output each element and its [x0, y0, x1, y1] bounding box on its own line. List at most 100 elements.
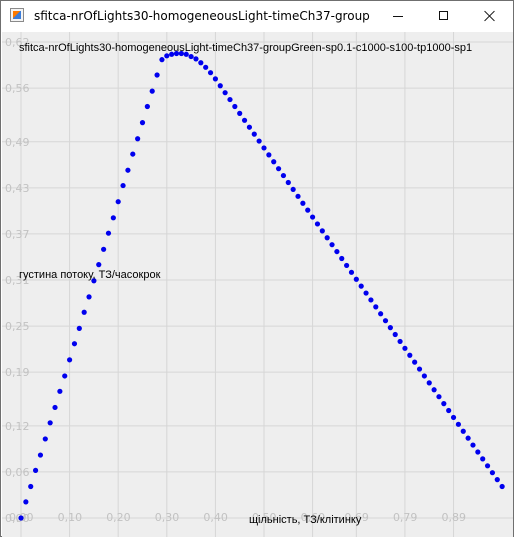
- x-tick-label: 0,20: [106, 511, 131, 524]
- data-point: [67, 357, 73, 363]
- data-point: [193, 56, 199, 62]
- y-tick-label: 0,43: [5, 182, 30, 195]
- y-axis-label: густина потоку, ТЗ/часокрок: [19, 269, 161, 281]
- data-point: [402, 345, 408, 351]
- data-point: [32, 467, 39, 473]
- data-point: [339, 255, 345, 262]
- data-point: [18, 515, 24, 521]
- x-tick-label: 0,69: [344, 511, 369, 524]
- minimize-button[interactable]: [375, 1, 421, 32]
- data-point: [358, 283, 364, 289]
- data-point: [256, 138, 262, 144]
- data-point: [480, 456, 486, 462]
- data-point: [52, 404, 58, 411]
- data-point: [324, 235, 330, 241]
- data-point: [241, 117, 248, 123]
- data-point: [120, 182, 126, 189]
- data-point: [489, 470, 496, 476]
- data-point: [71, 341, 78, 347]
- data-point: [96, 262, 102, 268]
- data-point: [329, 242, 335, 248]
- data-point: [164, 53, 170, 59]
- data-point: [460, 428, 466, 434]
- data-point: [76, 325, 82, 331]
- y-tick-labels: 0,00 0,06 0,12 0,19 0,25 0,31 0,37 0,43 0,49 0,56…: [5, 36, 30, 525]
- data-point: [470, 442, 476, 448]
- data-point: [334, 248, 340, 255]
- data-point: [373, 304, 379, 310]
- data-point: [47, 420, 53, 426]
- chart-panel: 0,00 0,06 0,12 0,19 0,25 0,31 0,37 0,43 0,49 0,56…: [2, 32, 513, 537]
- close-button[interactable]: [467, 1, 513, 32]
- data-point: [426, 380, 432, 386]
- data-point: [28, 483, 34, 490]
- data-point: [139, 120, 146, 126]
- y-tick-label: 0,06: [5, 466, 30, 479]
- data-point: [125, 167, 131, 173]
- data-point: [246, 124, 253, 130]
- data-point: [300, 200, 306, 206]
- data-point: [412, 359, 418, 365]
- data-point: [305, 207, 311, 213]
- x-tick-label: 0,40: [203, 511, 228, 524]
- data-point: [450, 414, 457, 421]
- data-point: [494, 477, 500, 483]
- data-point: [295, 193, 301, 199]
- data-point: [348, 269, 355, 275]
- data-point: [499, 483, 505, 490]
- data-point: [344, 262, 350, 269]
- data-point: [203, 64, 209, 70]
- y-tick-label: 0,00: [5, 512, 30, 525]
- java-app-icon: [10, 8, 24, 22]
- data-point: [37, 452, 44, 458]
- y-tick-label: 0,25: [5, 320, 30, 333]
- data-point: [280, 172, 287, 179]
- window-title: sfitca-nrOfLights30-homogeneousLight-tim…: [34, 9, 370, 23]
- data-point: [397, 338, 403, 345]
- data-point: [484, 463, 491, 469]
- data-point: [212, 76, 218, 82]
- data-point: [110, 215, 116, 221]
- maximize-button[interactable]: [421, 1, 467, 32]
- data-point: [23, 499, 29, 505]
- y-tick-label: 0,31: [5, 274, 30, 287]
- data-point: [378, 311, 384, 317]
- title-bar[interactable]: sfitca-nrOfLights30-homogeneousLight-tim…: [1, 1, 513, 32]
- data-point: [353, 276, 359, 282]
- data-point: [421, 373, 427, 379]
- y-tick-label: 0,37: [5, 228, 30, 241]
- y-tick-label: 0,62: [5, 36, 30, 49]
- data-point: [271, 159, 277, 165]
- data-point: [266, 152, 272, 158]
- data-point: [207, 70, 214, 76]
- grid-lines: [2, 32, 513, 537]
- data-point: [105, 230, 112, 236]
- data-point: [144, 103, 150, 110]
- scatter-plot: 0,00 0,06 0,12 0,19 0,25 0,31 0,37 0,43 0,49 0,56…: [2, 32, 513, 537]
- data-point: [62, 373, 68, 379]
- data-point: [86, 294, 92, 300]
- x-tick-label: 0,30: [155, 511, 180, 524]
- data-point: [178, 50, 184, 57]
- data-point: [149, 88, 155, 94]
- data-point: [431, 387, 437, 393]
- x-tick-label: 0,10: [58, 511, 83, 524]
- data-point: [251, 131, 257, 137]
- data-point: [130, 151, 136, 157]
- data-point: [285, 179, 291, 186]
- y-tick-label: 0,49: [5, 136, 30, 149]
- data-point: [475, 449, 481, 455]
- data-point: [198, 60, 204, 66]
- data-point: [387, 325, 393, 331]
- data-point: [183, 51, 189, 57]
- data-point: [237, 110, 243, 116]
- data-point: [436, 394, 442, 400]
- data-points: [18, 50, 505, 521]
- data-point: [407, 352, 413, 358]
- data-point: [441, 401, 447, 407]
- data-point: [188, 53, 194, 60]
- data-point: [222, 90, 228, 96]
- data-point: [232, 103, 238, 110]
- data-point: [227, 96, 233, 103]
